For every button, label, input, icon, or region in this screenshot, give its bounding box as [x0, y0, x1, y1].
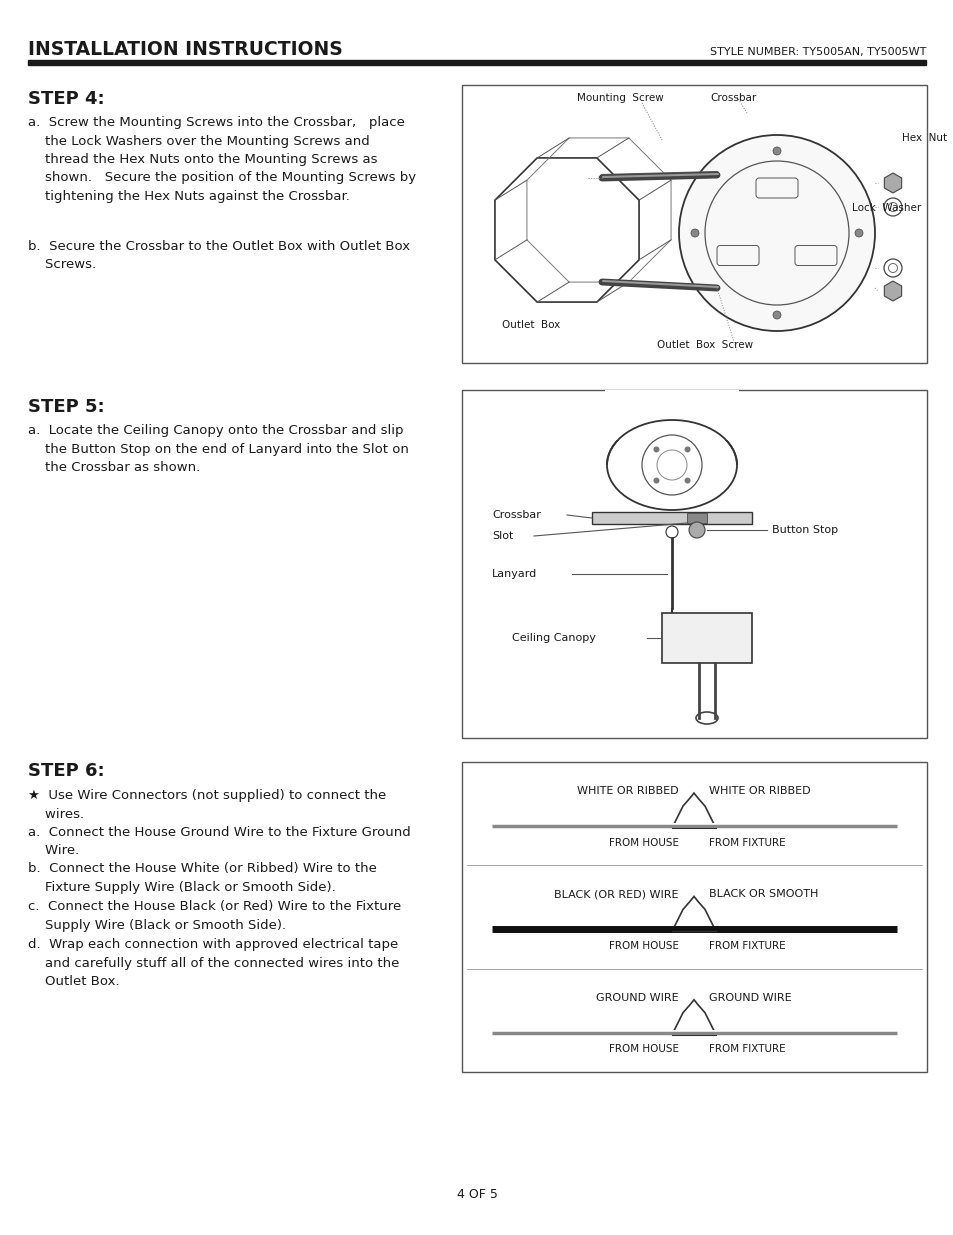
Bar [461, 390, 926, 739]
Text: Lanyard: Lanyard [492, 569, 537, 579]
Bar [661, 613, 751, 663]
Text: c.  Connect the House Black (or Red) Wire to the Fixture
    Supply Wire (Black : c. Connect the House Black (or Red) Wire… [28, 900, 401, 931]
Bar [669, 1030, 718, 1036]
Bar [604, 390, 739, 440]
Circle shape [653, 446, 659, 452]
Text: WHITE OR RIBBED: WHITE OR RIBBED [708, 785, 810, 795]
Circle shape [679, 135, 874, 331]
Text: FROM FIXTURE: FROM FIXTURE [708, 941, 785, 951]
Text: a.  Connect the House Ground Wire to the Fixture Ground
    Wire.: a. Connect the House Ground Wire to the … [28, 826, 411, 857]
Text: FROM FIXTURE: FROM FIXTURE [708, 1045, 785, 1055]
Bar [461, 85, 926, 363]
Text: Ceiling Canopy: Ceiling Canopy [512, 634, 596, 643]
Circle shape [690, 228, 699, 237]
Text: Button Stop: Button Stop [771, 525, 838, 535]
Text: FROM HOUSE: FROM HOUSE [608, 1045, 679, 1055]
Bar [669, 926, 718, 932]
Text: GROUND WIRE: GROUND WIRE [596, 993, 679, 1003]
Text: ★  Use Wire Connectors (not supplied) to connect the
    wires.: ★ Use Wire Connectors (not supplied) to … [28, 789, 386, 820]
Text: STEP 6:: STEP 6: [28, 762, 105, 781]
Text: a.  Locate the Ceiling Canopy onto the Crossbar and slip
    the Button Stop on : a. Locate the Ceiling Canopy onto the Cr… [28, 424, 409, 474]
Text: a.  Screw the Mounting Screws into the Crossbar,   place
    the Lock Washers ov: a. Screw the Mounting Screws into the Cr… [28, 116, 416, 203]
Circle shape [772, 147, 781, 156]
Text: Hex  Nut: Hex Nut [901, 133, 946, 143]
Circle shape [653, 478, 659, 484]
Text: FROM HOUSE: FROM HOUSE [608, 837, 679, 847]
Text: GROUND WIRE: GROUND WIRE [708, 993, 791, 1003]
Text: Slot: Slot [492, 531, 513, 541]
Text: STEP 5:: STEP 5: [28, 398, 105, 416]
Circle shape [684, 446, 690, 452]
Circle shape [772, 311, 781, 319]
Text: b.  Connect the House White (or Ribbed) Wire to the
    Fixture Supply Wire (Bla: b. Connect the House White (or Ribbed) W… [28, 862, 376, 893]
Circle shape [684, 478, 690, 484]
Text: FROM HOUSE: FROM HOUSE [608, 941, 679, 951]
Text: Crossbar: Crossbar [492, 510, 540, 520]
Bar [686, 513, 706, 522]
Text: b.  Secure the Crossbar to the Outlet Box with Outlet Box
    Screws.: b. Secure the Crossbar to the Outlet Box… [28, 240, 410, 272]
Circle shape [854, 228, 862, 237]
Text: STEP 4:: STEP 4: [28, 90, 105, 107]
Bar [28, 61, 925, 65]
Text: Lock  Washer: Lock Washer [851, 203, 921, 212]
Polygon shape [883, 282, 901, 301]
Text: Outlet  Box  Screw: Outlet Box Screw [657, 340, 752, 350]
Bar [669, 823, 718, 829]
Bar [461, 762, 926, 1072]
Circle shape [688, 522, 704, 538]
Text: Mounting  Screw: Mounting Screw [576, 93, 662, 103]
Text: INSTALLATION INSTRUCTIONS: INSTALLATION INSTRUCTIONS [28, 40, 342, 59]
Text: BLACK (OR RED) WIRE: BLACK (OR RED) WIRE [554, 889, 679, 899]
Text: 4 OF 5: 4 OF 5 [456, 1188, 497, 1202]
Bar [592, 513, 751, 524]
Polygon shape [883, 173, 901, 193]
Text: FROM FIXTURE: FROM FIXTURE [708, 837, 785, 847]
Text: STYLE NUMBER: TY5005AN, TY5005WT: STYLE NUMBER: TY5005AN, TY5005WT [709, 47, 925, 57]
Text: WHITE OR RIBBED: WHITE OR RIBBED [577, 785, 679, 795]
Text: BLACK OR SMOOTH: BLACK OR SMOOTH [708, 889, 818, 899]
Text: Crossbar: Crossbar [709, 93, 756, 103]
Text: Outlet  Box: Outlet Box [501, 320, 559, 330]
Text: d.  Wrap each connection with approved electrical tape
    and carefully stuff a: d. Wrap each connection with approved el… [28, 939, 399, 988]
